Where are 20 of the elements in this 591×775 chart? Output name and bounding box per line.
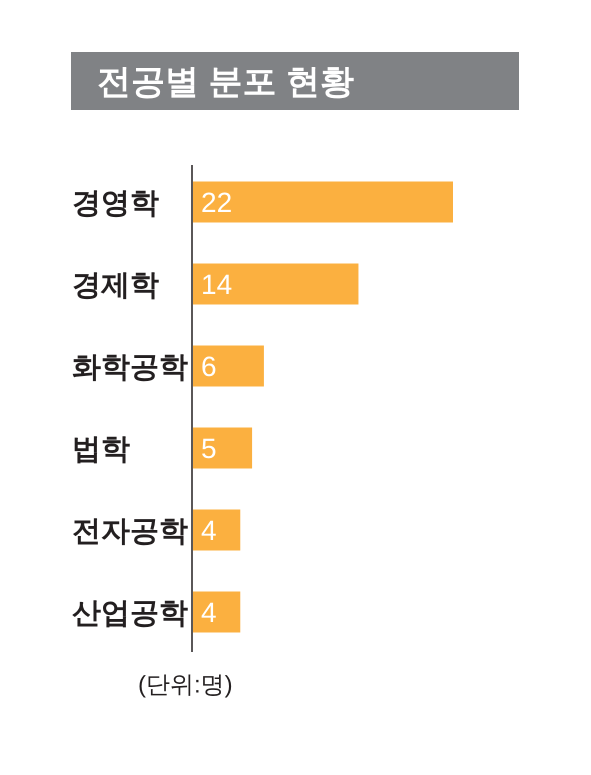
data-label: 6 xyxy=(201,351,217,382)
chart-title: 전공별 분포 현황 xyxy=(97,63,354,102)
y-tick-label: 전자공학 xyxy=(72,515,188,548)
bar xyxy=(193,264,358,304)
data-label: 22 xyxy=(201,187,232,218)
data-label: 5 xyxy=(201,433,217,464)
data-label: 4 xyxy=(201,515,217,546)
y-tick-label: 경영학 xyxy=(72,187,159,220)
bar xyxy=(193,592,240,632)
y-tick-label: 산업공학 xyxy=(72,597,188,630)
bar xyxy=(193,346,264,386)
y-tick-label: 화학공학 xyxy=(72,351,188,384)
data-label: 4 xyxy=(201,597,217,628)
y-tick-label: 법학 xyxy=(72,433,130,466)
bar xyxy=(193,182,453,222)
text: (단위:명) xyxy=(138,672,233,699)
bar xyxy=(193,510,240,550)
bar xyxy=(193,428,252,468)
y-tick-label: 경제학 xyxy=(72,269,159,302)
data-label: 14 xyxy=(201,269,232,300)
